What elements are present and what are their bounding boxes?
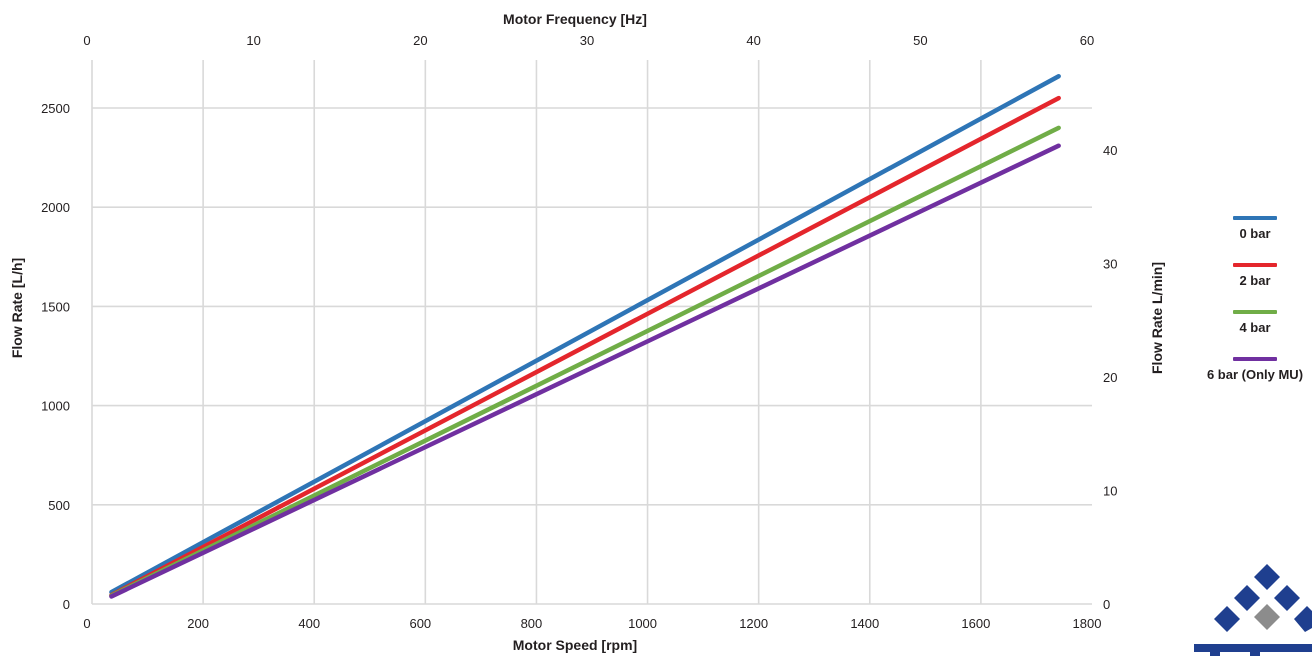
top-axis-title: Motor Frequency [Hz] <box>503 11 647 27</box>
x-tick-label: 1000 <box>628 616 657 631</box>
series-line <box>109 74 1061 595</box>
y-tick-label: 0 <box>63 597 70 612</box>
legend-item: 0 bar <box>1200 216 1310 263</box>
right-tick-label: 40 <box>1103 143 1117 158</box>
top-tick-label: 20 <box>413 33 427 48</box>
series-line <box>109 125 1061 598</box>
x-axis-title: Motor Speed [rpm] <box>513 637 637 653</box>
series-line <box>109 95 1061 598</box>
x-tick-label: 1600 <box>961 616 990 631</box>
x-tick-label: 400 <box>298 616 320 631</box>
y-tick-label: 1000 <box>41 399 70 414</box>
legend-label: 0 bar <box>1239 226 1271 241</box>
top-tick-label: 10 <box>246 33 260 48</box>
right-axis-title: Flow Rate L/min] <box>1149 262 1165 374</box>
right-tick-label: 20 <box>1103 370 1117 385</box>
series-line <box>109 143 1061 599</box>
legend-item: 2 bar <box>1200 263 1310 310</box>
series-lines <box>109 74 1061 599</box>
x-tick-label: 200 <box>187 616 209 631</box>
top-tick-label: 50 <box>913 33 927 48</box>
company-logo-icon <box>1194 564 1312 656</box>
right-tick-label: 30 <box>1103 257 1117 272</box>
legend-label: 2 bar <box>1239 273 1271 288</box>
right-tick-label: 0 <box>1103 597 1110 612</box>
legend-swatch <box>1233 310 1277 314</box>
x-tick-label: 1400 <box>850 616 879 631</box>
legend-swatch <box>1233 263 1277 267</box>
right-tick-label: 10 <box>1103 484 1117 499</box>
legend-swatch <box>1233 357 1277 361</box>
top-tick-label: 30 <box>580 33 594 48</box>
legend-item: 4 bar <box>1200 310 1310 357</box>
x-tick-label: 1800 <box>1073 616 1102 631</box>
top-tick-label: 0 <box>83 33 90 48</box>
y-tick-label: 1500 <box>41 299 70 314</box>
legend-item: 6 bar (Only MU) <box>1200 357 1310 404</box>
legend-label: 4 bar <box>1239 320 1271 335</box>
legend-label: 6 bar (Only MU) <box>1206 367 1304 382</box>
top-tick-label: 60 <box>1080 33 1094 48</box>
legend-swatch <box>1233 216 1277 220</box>
y-axis-title: Flow Rate [L/h] <box>9 258 25 358</box>
x-tick-label: 600 <box>409 616 431 631</box>
y-tick-label: 500 <box>48 498 70 513</box>
x-tick-label: 800 <box>521 616 543 631</box>
legend: 0 bar 2 bar 4 bar 6 bar (Only MU) <box>1200 216 1310 404</box>
top-tick-label: 40 <box>746 33 760 48</box>
x-tick-label: 1200 <box>739 616 768 631</box>
y-tick-label: 2500 <box>41 101 70 116</box>
x-tick-label: 0 <box>83 616 90 631</box>
y-tick-label: 2000 <box>41 200 70 215</box>
